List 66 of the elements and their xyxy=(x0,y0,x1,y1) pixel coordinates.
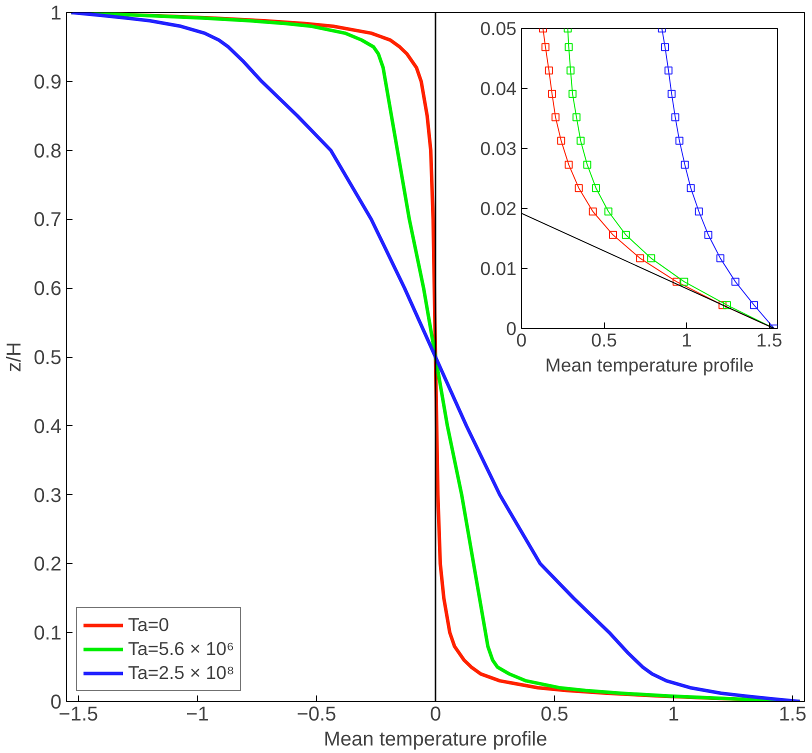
y-tick-label: 0.5 xyxy=(34,347,62,369)
legend-label: Ta=0 xyxy=(128,614,169,636)
point xyxy=(694,208,703,216)
legend-label: Ta=5.6 × 10⁶ xyxy=(128,638,234,660)
point xyxy=(680,278,688,286)
point xyxy=(572,113,580,122)
point xyxy=(574,184,583,192)
point xyxy=(686,184,695,192)
point xyxy=(750,301,758,310)
point xyxy=(588,208,597,216)
x-tick-label: 1 xyxy=(681,330,692,350)
y-tick-label: 0.9 xyxy=(34,71,62,94)
y-tick-label: 0.01 xyxy=(480,258,516,279)
point xyxy=(731,278,740,286)
x-tick-label: −1 xyxy=(186,704,209,726)
x-tick-label: 0.5 xyxy=(591,330,618,350)
x-tick-label: 0.5 xyxy=(540,704,568,726)
point xyxy=(722,301,731,310)
point xyxy=(548,90,556,98)
x-tick-label: 1.5 xyxy=(756,330,782,350)
y-tick-label: 0.7 xyxy=(34,209,62,232)
point xyxy=(568,90,577,98)
y-tick-label: 0.02 xyxy=(480,198,516,219)
point xyxy=(664,66,672,74)
point xyxy=(564,43,573,52)
y-tick-label: 0.2 xyxy=(34,554,62,576)
point xyxy=(668,90,676,98)
point xyxy=(647,254,656,262)
point xyxy=(718,301,726,310)
y-tick-label: 0.6 xyxy=(34,278,62,300)
point xyxy=(672,278,681,286)
point xyxy=(636,254,644,262)
point xyxy=(661,43,670,52)
legend-label: Ta=2.5 × 10⁸ xyxy=(128,662,234,684)
x-tick-label: −0.5 xyxy=(296,704,336,726)
point xyxy=(564,160,573,169)
y-tick-label: 0.1 xyxy=(34,622,62,645)
x-tick-label: 1.5 xyxy=(778,704,807,726)
point xyxy=(704,230,712,239)
y-tick-label: 0.03 xyxy=(480,138,516,159)
point xyxy=(552,113,560,122)
point xyxy=(675,136,684,145)
point xyxy=(671,113,680,122)
x-tick-label: 0 xyxy=(430,704,442,726)
y-tick-label: 0.4 xyxy=(34,416,62,438)
point xyxy=(566,66,575,74)
point xyxy=(592,184,600,192)
point xyxy=(544,66,553,74)
y-tick-label: 0.8 xyxy=(34,140,62,162)
x-axis-title: Mean temperature profile xyxy=(324,728,548,750)
point xyxy=(716,254,724,262)
point xyxy=(576,136,585,145)
point xyxy=(604,208,612,216)
y-tick-label: 1 xyxy=(50,2,62,24)
point xyxy=(680,160,689,169)
y-axis-title: z/H xyxy=(4,342,26,372)
y-tick-label: 0.04 xyxy=(480,78,516,99)
point xyxy=(583,160,592,169)
y-tick-label: 0.05 xyxy=(480,18,516,39)
point xyxy=(541,43,550,52)
point xyxy=(609,230,617,239)
x-tick-label: 1 xyxy=(668,704,680,726)
y-tick-label: 0.3 xyxy=(34,484,62,507)
x-axis-title: Mean temperature profile xyxy=(545,354,754,376)
point xyxy=(557,136,566,145)
point xyxy=(622,230,630,239)
